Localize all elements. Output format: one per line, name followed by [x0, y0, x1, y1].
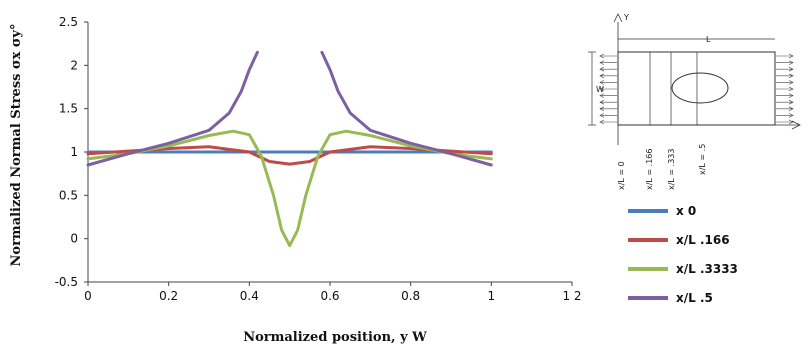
- load-arrows-right: [776, 53, 794, 125]
- schematic-y-label: Y: [623, 13, 629, 22]
- y-tick-label: -0.5: [55, 275, 78, 289]
- load-arrow-head: [788, 113, 794, 118]
- series-line-3: [86, 50, 259, 167]
- load-arrow-head: [788, 119, 794, 125]
- schematic-x-arrow: [791, 120, 801, 130]
- load-arrow-head: [788, 106, 794, 112]
- load-arrow-head: [788, 80, 794, 85]
- plate-outline: [617, 51, 776, 126]
- width-label: W: [596, 85, 604, 94]
- legend-label-3: x/L .5: [676, 291, 713, 305]
- schematic-y-arrow: [613, 13, 623, 23]
- y-axis-title: Normalized Normal Stress σx σy°: [9, 24, 24, 267]
- load-arrow-head: [788, 99, 794, 105]
- series-lines: [86, 50, 493, 248]
- y-tick-label: 2: [70, 58, 78, 72]
- legend-label-2: x/L .3333: [676, 262, 738, 276]
- x-tick-label: 0: [84, 289, 92, 303]
- load-arrow-head: [599, 80, 605, 85]
- legend-label-1: x/L .166: [676, 233, 730, 247]
- load-arrow-head: [599, 60, 605, 65]
- load-arrow-head: [599, 106, 605, 112]
- y-tick-label: 2.5: [59, 15, 78, 29]
- x-axis-title: Normalized position, y W: [243, 330, 427, 345]
- load-arrow-head: [599, 93, 605, 98]
- length-label: L: [706, 35, 711, 44]
- plot-area: -0.5 0 0.5 1 1.5 2 2.5 0 0.2 0.4 0.6 0.8 1 1 2: [55, 15, 582, 303]
- section-label-5: x/L = .5: [698, 144, 707, 175]
- section-label-166: x/L = .166: [645, 149, 654, 191]
- y-tick-label: 0: [70, 232, 78, 246]
- load-arrow-head: [788, 53, 794, 59]
- load-arrow-head: [599, 113, 605, 118]
- load-arrow-head: [599, 119, 605, 125]
- x-tick-label: 0.4: [240, 289, 259, 303]
- load-arrows-left: [599, 53, 617, 125]
- load-arrow-head: [599, 66, 605, 72]
- y-tick-label: 0.5: [59, 188, 78, 202]
- load-arrow-head: [599, 73, 605, 79]
- load-arrow-head: [788, 73, 794, 79]
- plate-schematic: Y L W x/L = 0 x/L = .166 x/L = .333 x/L …: [588, 13, 801, 191]
- elliptical-hole: [671, 72, 729, 104]
- x-tick-label: 0.2: [159, 289, 178, 303]
- load-arrow-head: [788, 66, 794, 72]
- load-arrow-head: [788, 86, 794, 92]
- load-arrow-head: [788, 93, 794, 98]
- x-tick-label: 0.6: [320, 289, 339, 303]
- series-line-1: [86, 145, 493, 166]
- x-tick-label: 1 2: [562, 289, 581, 303]
- series-line-3: [320, 50, 493, 167]
- x-tick-label: 1: [488, 289, 496, 303]
- legend: x 0 x/L .166 x/L .3333 x/L .5: [628, 204, 738, 305]
- series-line-2: [86, 129, 493, 248]
- load-arrow-head: [599, 86, 605, 92]
- section-label-333: x/L = .333: [667, 149, 676, 191]
- section-label-0: x/L = 0: [617, 161, 626, 190]
- load-arrow-head: [599, 99, 605, 105]
- load-arrow-head: [788, 60, 794, 65]
- load-arrow-head: [599, 53, 605, 59]
- y-axis-ticks: -0.5 0 0.5 1 1.5 2 2.5: [55, 15, 88, 289]
- x-tick-label: 0.8: [401, 289, 420, 303]
- y-tick-label: 1: [70, 145, 78, 159]
- x-axis-ticks: 0 0.2 0.4 0.6 0.8 1 1 2: [84, 282, 582, 303]
- y-tick-label: 1.5: [59, 102, 78, 116]
- legend-label-0: x 0: [676, 204, 696, 218]
